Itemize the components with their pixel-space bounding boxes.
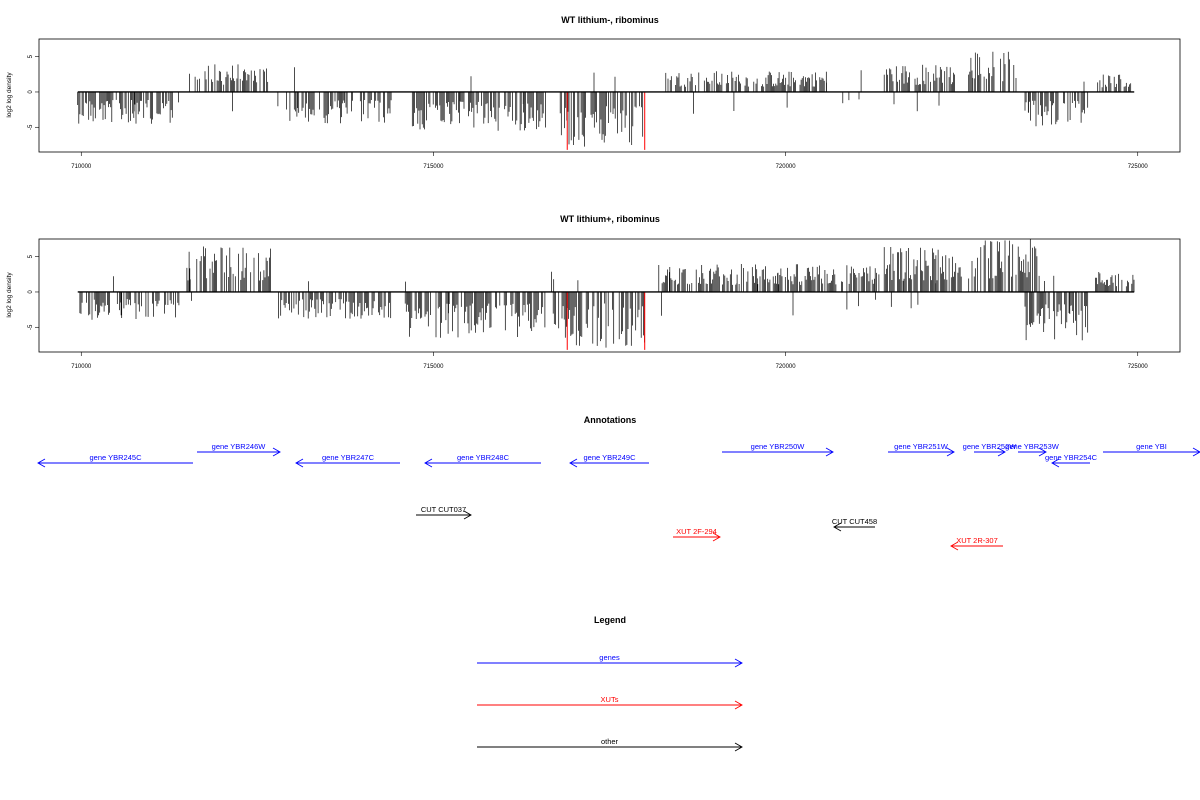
x-tick-label: 715000 [423, 164, 444, 170]
gene-arrow-label: gene YBR246W [212, 442, 267, 451]
gene-arrow-label: gene YBR254C [1045, 453, 1098, 462]
annotation-tracks: gene YBR245C gene YBR246W gene YBR247C gene… [37, 442, 1200, 551]
gene-arrow: gene YBR249C [569, 453, 649, 468]
xut-arrow-label: XUT 2R-307 [956, 536, 998, 545]
gene-arrow: gene YBR252W [963, 442, 1018, 457]
x-tick-label: 710000 [71, 364, 92, 370]
xut-arrow: XUT 2F-294 [673, 527, 721, 542]
gene-arrow: gene YBR246W [197, 442, 281, 457]
panel-1-ylabel: log2 log density [6, 72, 13, 118]
x-tick-label: 710000 [71, 164, 92, 170]
panel-1-frame [38, 38, 1181, 153]
cut-arrow-label: CUT CUT037 [421, 505, 466, 514]
panel-2-title: WT lithium+, ribominus [560, 214, 660, 224]
cut-arrow: CUT CUT458 [832, 517, 877, 532]
gene-arrow-label: gene YBR253W [1005, 442, 1060, 451]
gene-arrow: gene YBR245C [37, 453, 193, 468]
gene-arrow-label: gene YBR247C [322, 453, 375, 462]
legend-item-label: XUTs [601, 695, 619, 704]
gene-arrow: gene YBR254C [1045, 453, 1098, 468]
gene-arrow-label: gene YBI [1136, 442, 1167, 451]
xut-arrow-label: XUT 2F-294 [676, 527, 717, 536]
x-tick-label: 725000 [1128, 164, 1149, 170]
gene-arrow: gene YBR250W [722, 442, 834, 457]
y-tick-label: 0 [28, 90, 34, 94]
panel-2-ylabel: log2 log density [6, 272, 13, 318]
gene-arrow-label: gene YBR252W [963, 442, 1018, 451]
legend-item-label: genes [599, 653, 620, 662]
xut-arrow: XUT 2R-307 [950, 536, 1003, 551]
legend: genes XUTs other [477, 653, 743, 752]
cut-arrow-label: CUT CUT458 [832, 517, 877, 526]
x-tick-label: 715000 [423, 364, 444, 370]
cut-arrow: CUT CUT037 [416, 505, 472, 520]
gene-arrow: gene YBR253W [1005, 442, 1060, 457]
gene-arrow: gene YBR251W [888, 442, 955, 457]
annotations-title: Annotations [584, 415, 637, 425]
panel-1-title: WT lithium-, ribominus [561, 15, 659, 25]
gene-arrow-label: gene YBR250W [751, 442, 806, 451]
legend-item-label: other [601, 737, 619, 746]
legend-item: other [477, 737, 743, 752]
gene-arrow: gene YBI [1103, 442, 1200, 457]
gene-arrow-label: gene YBR248C [457, 453, 510, 462]
panel-1-plot: -5 0 5 710000 715000 720000 725000 [28, 51, 1149, 170]
gene-arrow: gene YBR248C [424, 453, 541, 468]
gene-arrow: gene YBR247C [295, 453, 400, 468]
legend-item: genes [477, 653, 743, 668]
gene-arrow-label: gene YBR245C [90, 453, 143, 462]
y-tick-label: 5 [28, 54, 34, 58]
legend-title: Legend [594, 615, 626, 625]
legend-item: XUTs [477, 695, 743, 710]
y-tick-label: -5 [28, 324, 34, 330]
x-tick-label: 720000 [776, 364, 797, 370]
y-tick-label: 5 [28, 254, 34, 258]
panel-2-plot: -5 0 5 710000 715000 720000 725000 [28, 239, 1148, 370]
y-tick-label: 0 [28, 290, 34, 294]
gene-arrow-label: gene YBR251W [894, 442, 949, 451]
y-tick-label: -5 [28, 124, 34, 130]
x-tick-label: 725000 [1128, 364, 1149, 370]
x-tick-label: 720000 [776, 164, 797, 170]
gene-arrow-label: gene YBR249C [584, 453, 637, 462]
panel-2-frame [38, 238, 1181, 353]
